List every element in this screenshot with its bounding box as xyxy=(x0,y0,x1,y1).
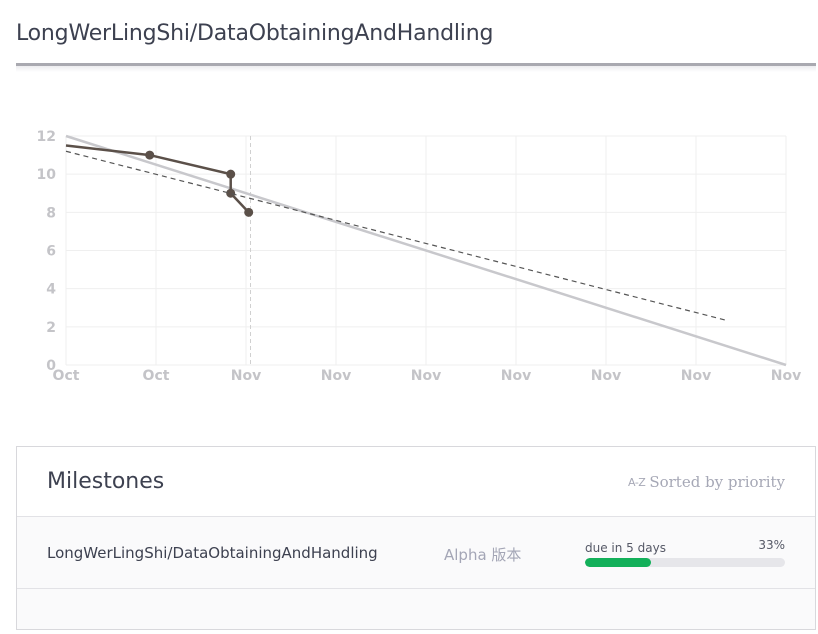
x-tick-label: Nov xyxy=(681,368,711,384)
x-tick-label: Nov xyxy=(501,368,531,384)
milestone-name[interactable]: LongWerLingShi/DataObtainingAndHandling xyxy=(47,544,378,562)
x-tick-label: Oct xyxy=(143,368,170,384)
burndown-chart: 0 2 4 6 8 10 12 Oct Oct Nov Nov Nov Nov Nov Nov Nov xyxy=(0,110,818,410)
milestone-progress-bar xyxy=(585,558,785,567)
x-tick-label: Nov xyxy=(771,368,801,384)
milestone-due: due in 5 days xyxy=(585,541,666,555)
milestone-row[interactable]: LongWerLingShi/DataObtainingAndHandling … xyxy=(17,517,815,589)
y-tick-label: 8 xyxy=(46,205,56,221)
sort-control[interactable]: A-Z Sorted by priority xyxy=(628,473,785,491)
repo-header: LongWerLingShi/DataObtainingAndHandling xyxy=(16,0,816,66)
y-tick-label: 10 xyxy=(37,167,57,183)
milestone-tag: Alpha 版本 xyxy=(444,546,522,564)
x-tick-label: Oct xyxy=(53,368,80,384)
x-tick-label: Nov xyxy=(231,368,261,384)
series-actual-point xyxy=(226,188,236,198)
header-shadow xyxy=(16,66,816,72)
milestone-percent: 33% xyxy=(758,538,785,552)
y-tick-label: 6 xyxy=(46,244,56,260)
milestones-panel: Milestones A-Z Sorted by priority LongWe… xyxy=(16,446,816,630)
milestones-header: Milestones A-Z Sorted by priority xyxy=(17,447,815,517)
y-tick-label: 12 xyxy=(37,129,56,145)
series-actual-line xyxy=(65,144,250,214)
series-ideal-line xyxy=(65,134,787,367)
y-tick-label: 4 xyxy=(46,282,56,298)
burndown-chart-svg: 0 2 4 6 8 10 12 Oct Oct Nov Nov Nov Nov Nov Nov Nov xyxy=(37,129,802,384)
y-tick-label: 2 xyxy=(46,320,56,336)
y-tick-label: 0 xyxy=(46,358,56,374)
milestones-title: Milestones xyxy=(47,469,165,494)
series-actual-point xyxy=(226,169,236,179)
series-trend-line xyxy=(65,150,726,321)
series-actual-point xyxy=(145,150,155,160)
x-tick-label: Nov xyxy=(591,368,621,384)
x-tick-label: Nov xyxy=(411,368,441,384)
milestone-progress-fill xyxy=(585,558,651,567)
sort-label[interactable]: Sorted by priority xyxy=(649,473,785,491)
repo-title[interactable]: LongWerLingShi/DataObtainingAndHandling xyxy=(16,21,494,46)
x-tick-label: Nov xyxy=(321,368,351,384)
a-z-sort-icon: A-Z xyxy=(628,475,646,489)
milestones-footer xyxy=(17,589,815,629)
series-actual-point xyxy=(244,207,254,217)
